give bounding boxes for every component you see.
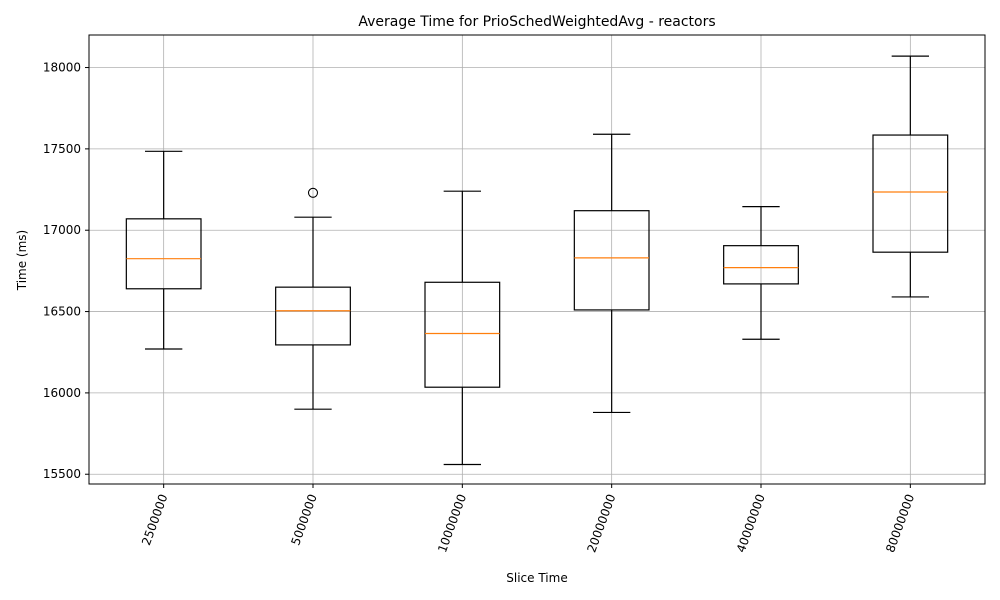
x-tick-label: 10000000 — [435, 492, 469, 554]
boxes-group — [125, 55, 949, 466]
box-10000000 — [424, 190, 501, 466]
y-tick-label: 17000 — [43, 223, 81, 237]
y-tick-label: 17500 — [43, 142, 81, 156]
y-tick-label: 15500 — [43, 467, 81, 481]
box-2500000 — [125, 150, 202, 350]
y-axis-label: Time (ms) — [15, 230, 29, 292]
box-iqr — [573, 210, 650, 311]
outlier-point — [307, 187, 319, 198]
box-iqr — [723, 245, 799, 285]
box-iqr — [125, 218, 202, 290]
x-axis-label: Slice Time — [506, 571, 567, 585]
x-tick-label: 2500000 — [139, 492, 170, 547]
grid-lines — [89, 35, 985, 484]
plot-area-frame — [88, 34, 986, 485]
box-20000000 — [573, 133, 650, 414]
box-5000000 — [275, 187, 351, 410]
x-tick-label: 40000000 — [734, 492, 768, 554]
box-40000000 — [723, 206, 799, 340]
x-tick-label: 20000000 — [584, 492, 618, 554]
tick-marks: 15500 16000 16500 17000 17500 18000 2500000 500… — [43, 61, 917, 555]
box-iqr — [872, 134, 949, 253]
x-tick-label: 5000000 — [288, 492, 319, 547]
box-80000000 — [872, 55, 949, 298]
box-iqr — [275, 286, 351, 346]
x-tick-label: 80000000 — [883, 492, 917, 554]
y-tick-label: 16500 — [43, 305, 81, 319]
y-tick-label: 18000 — [43, 61, 81, 75]
y-tick-label: 16000 — [43, 386, 81, 400]
box-iqr — [424, 281, 501, 388]
chart-title: Average Time for PrioSchedWeightedAvg - … — [358, 14, 715, 30]
